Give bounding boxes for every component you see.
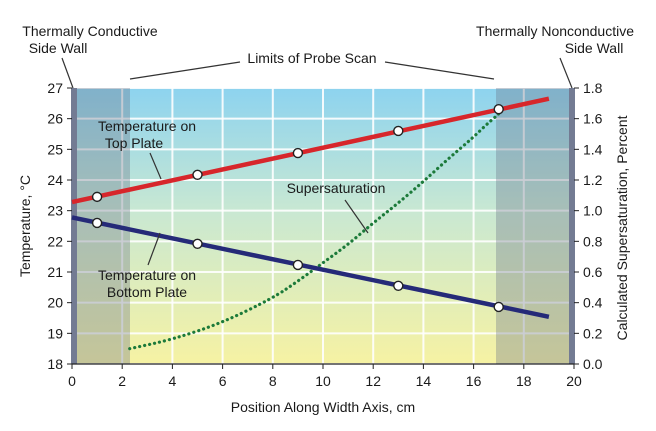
right-wall-label-line2: Side Wall xyxy=(565,40,624,56)
top-plate-label-line1: Temperature on xyxy=(98,118,196,134)
probe-limits-label: Limits of Probe Scan xyxy=(247,50,376,66)
y-tick-label-2: 20 xyxy=(47,295,63,311)
x-tick-label-4: 8 xyxy=(269,373,277,389)
y-tick-label-0: 18 xyxy=(47,356,63,372)
x-axis-label: Position Along Width Axis, cm xyxy=(231,399,415,415)
probe-limit-right-pointer xyxy=(384,61,495,80)
y2-tick-label-1: 0.2 xyxy=(583,325,603,341)
x-tick-label-3: 6 xyxy=(219,373,227,389)
supersaturation-label-pointer xyxy=(344,199,369,234)
bottom-plate-label-pointer xyxy=(147,232,161,266)
bottom-plate-line xyxy=(71,215,550,319)
x-tick-label-10: 20 xyxy=(566,373,582,389)
y2-axis-label: Calculated Supersaturation, Percent xyxy=(614,115,630,340)
y-tick-label-5: 23 xyxy=(47,203,63,219)
y2-tick-label-9: 1.8 xyxy=(583,80,603,96)
x-tick-label-5: 10 xyxy=(315,373,331,389)
top-plate-marker-4 xyxy=(493,103,504,115)
bottom-plate-marker-4 xyxy=(493,301,504,313)
right-wall-label-line1: Thermally Nonconductive xyxy=(476,23,634,39)
y-tick-label-4: 22 xyxy=(47,233,63,249)
x-tick-label-1: 2 xyxy=(118,373,126,389)
right-wall-shade xyxy=(496,88,574,364)
y-axis-label: Temperature, °C xyxy=(17,175,33,277)
x-tick-label-0: 0 xyxy=(68,373,76,389)
left-wall-label-line2: Side Wall xyxy=(29,40,88,56)
y2-tick-label-6: 1.2 xyxy=(583,172,603,188)
x-tick-label-9: 18 xyxy=(516,373,532,389)
bottom-plate-marker-3 xyxy=(393,280,404,291)
x-tick-label-8: 16 xyxy=(466,373,482,389)
left-wall xyxy=(71,88,77,364)
y-tick-label-8: 26 xyxy=(47,111,63,127)
probe-limit-left-pointer xyxy=(129,61,241,80)
series-layer xyxy=(71,96,550,351)
y2-tick-label-4: 0.8 xyxy=(583,233,603,249)
bottom-plate-marker-2 xyxy=(292,259,304,271)
y2-tick-label-8: 1.6 xyxy=(583,111,603,127)
y-tick-label-6: 24 xyxy=(47,172,63,188)
x-tick-label-7: 14 xyxy=(416,373,432,389)
y-tick-label-3: 21 xyxy=(47,264,63,280)
top-plate-marker-3 xyxy=(393,125,404,137)
y2-tick-label-2: 0.4 xyxy=(583,295,603,311)
x-tick-label-2: 4 xyxy=(169,373,177,389)
top-plate-line xyxy=(71,96,550,205)
supersaturation-label: Supersaturation xyxy=(287,180,386,196)
supersaturation-curve xyxy=(128,106,506,351)
ticks-layer: 0 2 4 6 8 10 12 14 16 18 20181920212223242526270.0… xyxy=(47,80,602,389)
bottom-plate-marker-1 xyxy=(192,238,203,249)
right-wall-pointer xyxy=(559,57,573,89)
y2-tick-label-3: 0.6 xyxy=(583,264,603,280)
bottom-plate-label-line2: Bottom Plate xyxy=(107,284,187,300)
right-wall xyxy=(569,88,575,364)
bottom-plate-label-line1: Temperature on xyxy=(98,267,196,283)
left-wall-label-line1: Thermally Conductive xyxy=(22,23,158,39)
left-wall-pointer xyxy=(61,57,74,89)
y-tick-label-7: 25 xyxy=(47,141,63,157)
y2-tick-label-7: 1.4 xyxy=(583,141,603,157)
y-tick-label-1: 19 xyxy=(47,325,63,341)
top-plate-marker-0 xyxy=(91,191,103,203)
top-plate-label-pointer xyxy=(149,152,162,180)
y-tick-label-9: 27 xyxy=(47,80,63,96)
x-tick-label-6: 12 xyxy=(365,373,381,389)
top-plate-marker-1 xyxy=(192,169,203,180)
top-plate-marker-2 xyxy=(292,147,304,159)
top-plate-label-line2: Top Plate xyxy=(105,135,164,151)
y2-tick-label-5: 1.0 xyxy=(583,203,603,219)
bottom-plate-marker-0 xyxy=(91,217,103,229)
y2-tick-label-0: 0.0 xyxy=(583,356,603,372)
